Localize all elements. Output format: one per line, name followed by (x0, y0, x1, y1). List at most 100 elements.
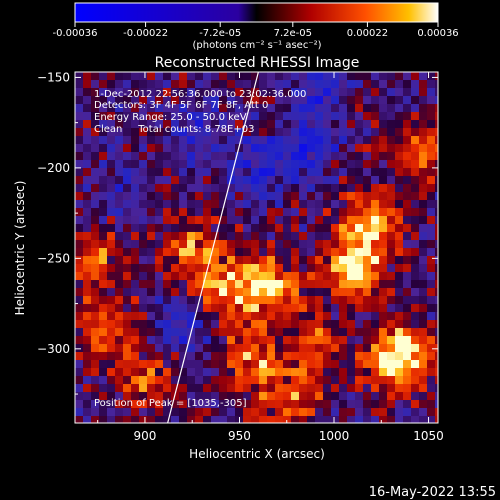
heatmap-cell (235, 384, 243, 392)
heatmap-cell (283, 376, 291, 384)
heatmap-cell (347, 408, 355, 416)
heatmap-cell (363, 112, 371, 120)
heatmap-cell (387, 304, 395, 312)
heatmap-cell (99, 136, 107, 144)
heatmap-cell (259, 304, 267, 312)
heatmap-cell (243, 408, 251, 416)
heatmap-cell (339, 272, 347, 280)
heatmap-cell (267, 176, 275, 184)
heatmap-cell (259, 320, 267, 328)
heatmap-cell (211, 200, 219, 208)
heatmap-cell (347, 352, 355, 360)
heatmap-cell (419, 168, 427, 176)
heatmap-cell (379, 376, 387, 384)
heatmap-cell (155, 264, 163, 272)
heatmap-cell (83, 96, 91, 104)
heatmap-cell (427, 208, 435, 216)
heatmap-cell (403, 152, 411, 160)
heatmap-cell (163, 400, 171, 408)
heatmap-cell (163, 336, 171, 344)
heatmap-cell (147, 184, 155, 192)
heatmap-cell (91, 368, 99, 376)
heatmap-cell (291, 80, 299, 88)
heatmap-cell (427, 368, 435, 376)
heatmap-cell (403, 328, 411, 336)
heatmap-cell (411, 320, 419, 328)
heatmap-cell (131, 112, 139, 120)
heatmap-cell (75, 240, 83, 248)
heatmap-cell (99, 160, 107, 168)
heatmap-cell (395, 96, 403, 104)
heatmap-cell (147, 296, 155, 304)
heatmap-cell (99, 184, 107, 192)
heatmap-cell (435, 96, 438, 104)
heatmap-cell (363, 200, 371, 208)
heatmap-cell (187, 112, 195, 120)
heatmap-cell (147, 400, 155, 408)
heatmap-cell (179, 352, 187, 360)
heatmap-cell (363, 392, 371, 400)
heatmap-cell (267, 328, 275, 336)
heatmap-cell (99, 152, 107, 160)
heatmap-cell (211, 184, 219, 192)
heatmap-cell (91, 376, 99, 384)
heatmap-cell (107, 88, 115, 96)
heatmap-cell (179, 408, 187, 416)
heatmap-cell (251, 384, 259, 392)
heatmap-cell (155, 128, 163, 136)
heatmap-cell (131, 200, 139, 208)
heatmap-cell (427, 248, 435, 256)
heatmap-cell (419, 200, 427, 208)
heatmap-cell (107, 400, 115, 408)
heatmap-cell (291, 232, 299, 240)
heatmap-cell (435, 104, 438, 112)
heatmap-cell (379, 168, 387, 176)
heatmap-cell (155, 136, 163, 144)
heatmap-cell (339, 296, 347, 304)
heatmap-cell (171, 320, 179, 328)
heatmap-cell (267, 192, 275, 200)
heatmap-cell (155, 400, 163, 408)
heatmap-cell (211, 344, 219, 352)
heatmap-cell (251, 208, 259, 216)
heatmap-cell (259, 336, 267, 344)
heatmap-cell (259, 224, 267, 232)
heatmap-cell (219, 96, 227, 104)
heatmap-cell (267, 120, 275, 128)
heatmap-cell (339, 80, 347, 88)
heatmap-cell (411, 72, 419, 80)
heatmap-cell (131, 344, 139, 352)
heatmap-cell (251, 312, 259, 320)
info-line-counts: Clean Total counts: 8.78E+03 (94, 124, 254, 135)
heatmap-cell (371, 352, 379, 360)
heatmap-cell (435, 136, 438, 144)
heatmap-cell (363, 280, 371, 288)
heatmap-cell (331, 280, 339, 288)
heatmap-cell (347, 136, 355, 144)
heatmap-cell (363, 368, 371, 376)
heatmap-cell (107, 344, 115, 352)
heatmap-cell (283, 96, 291, 104)
heatmap-cell (411, 160, 419, 168)
heatmap-cell (403, 176, 411, 184)
heatmap-cell (291, 256, 299, 264)
heatmap-cell (139, 392, 147, 400)
heatmap-cell (235, 400, 243, 408)
heatmap-cell (331, 168, 339, 176)
heatmap-cell (243, 320, 251, 328)
heatmap-cell (411, 184, 419, 192)
heatmap-cell (427, 128, 435, 136)
heatmap-cell (195, 232, 203, 240)
heatmap-cell (99, 232, 107, 240)
heatmap-cell (379, 192, 387, 200)
heatmap-cell (403, 352, 411, 360)
heatmap-cell (427, 312, 435, 320)
heatmap-cell (379, 256, 387, 264)
heatmap-cell (195, 208, 203, 216)
heatmap-cell (371, 248, 379, 256)
heatmap-cell (115, 248, 123, 256)
heatmap-cell (307, 312, 315, 320)
heatmap-cell (283, 248, 291, 256)
heatmap-cell (187, 88, 195, 96)
heatmap-cell (171, 152, 179, 160)
